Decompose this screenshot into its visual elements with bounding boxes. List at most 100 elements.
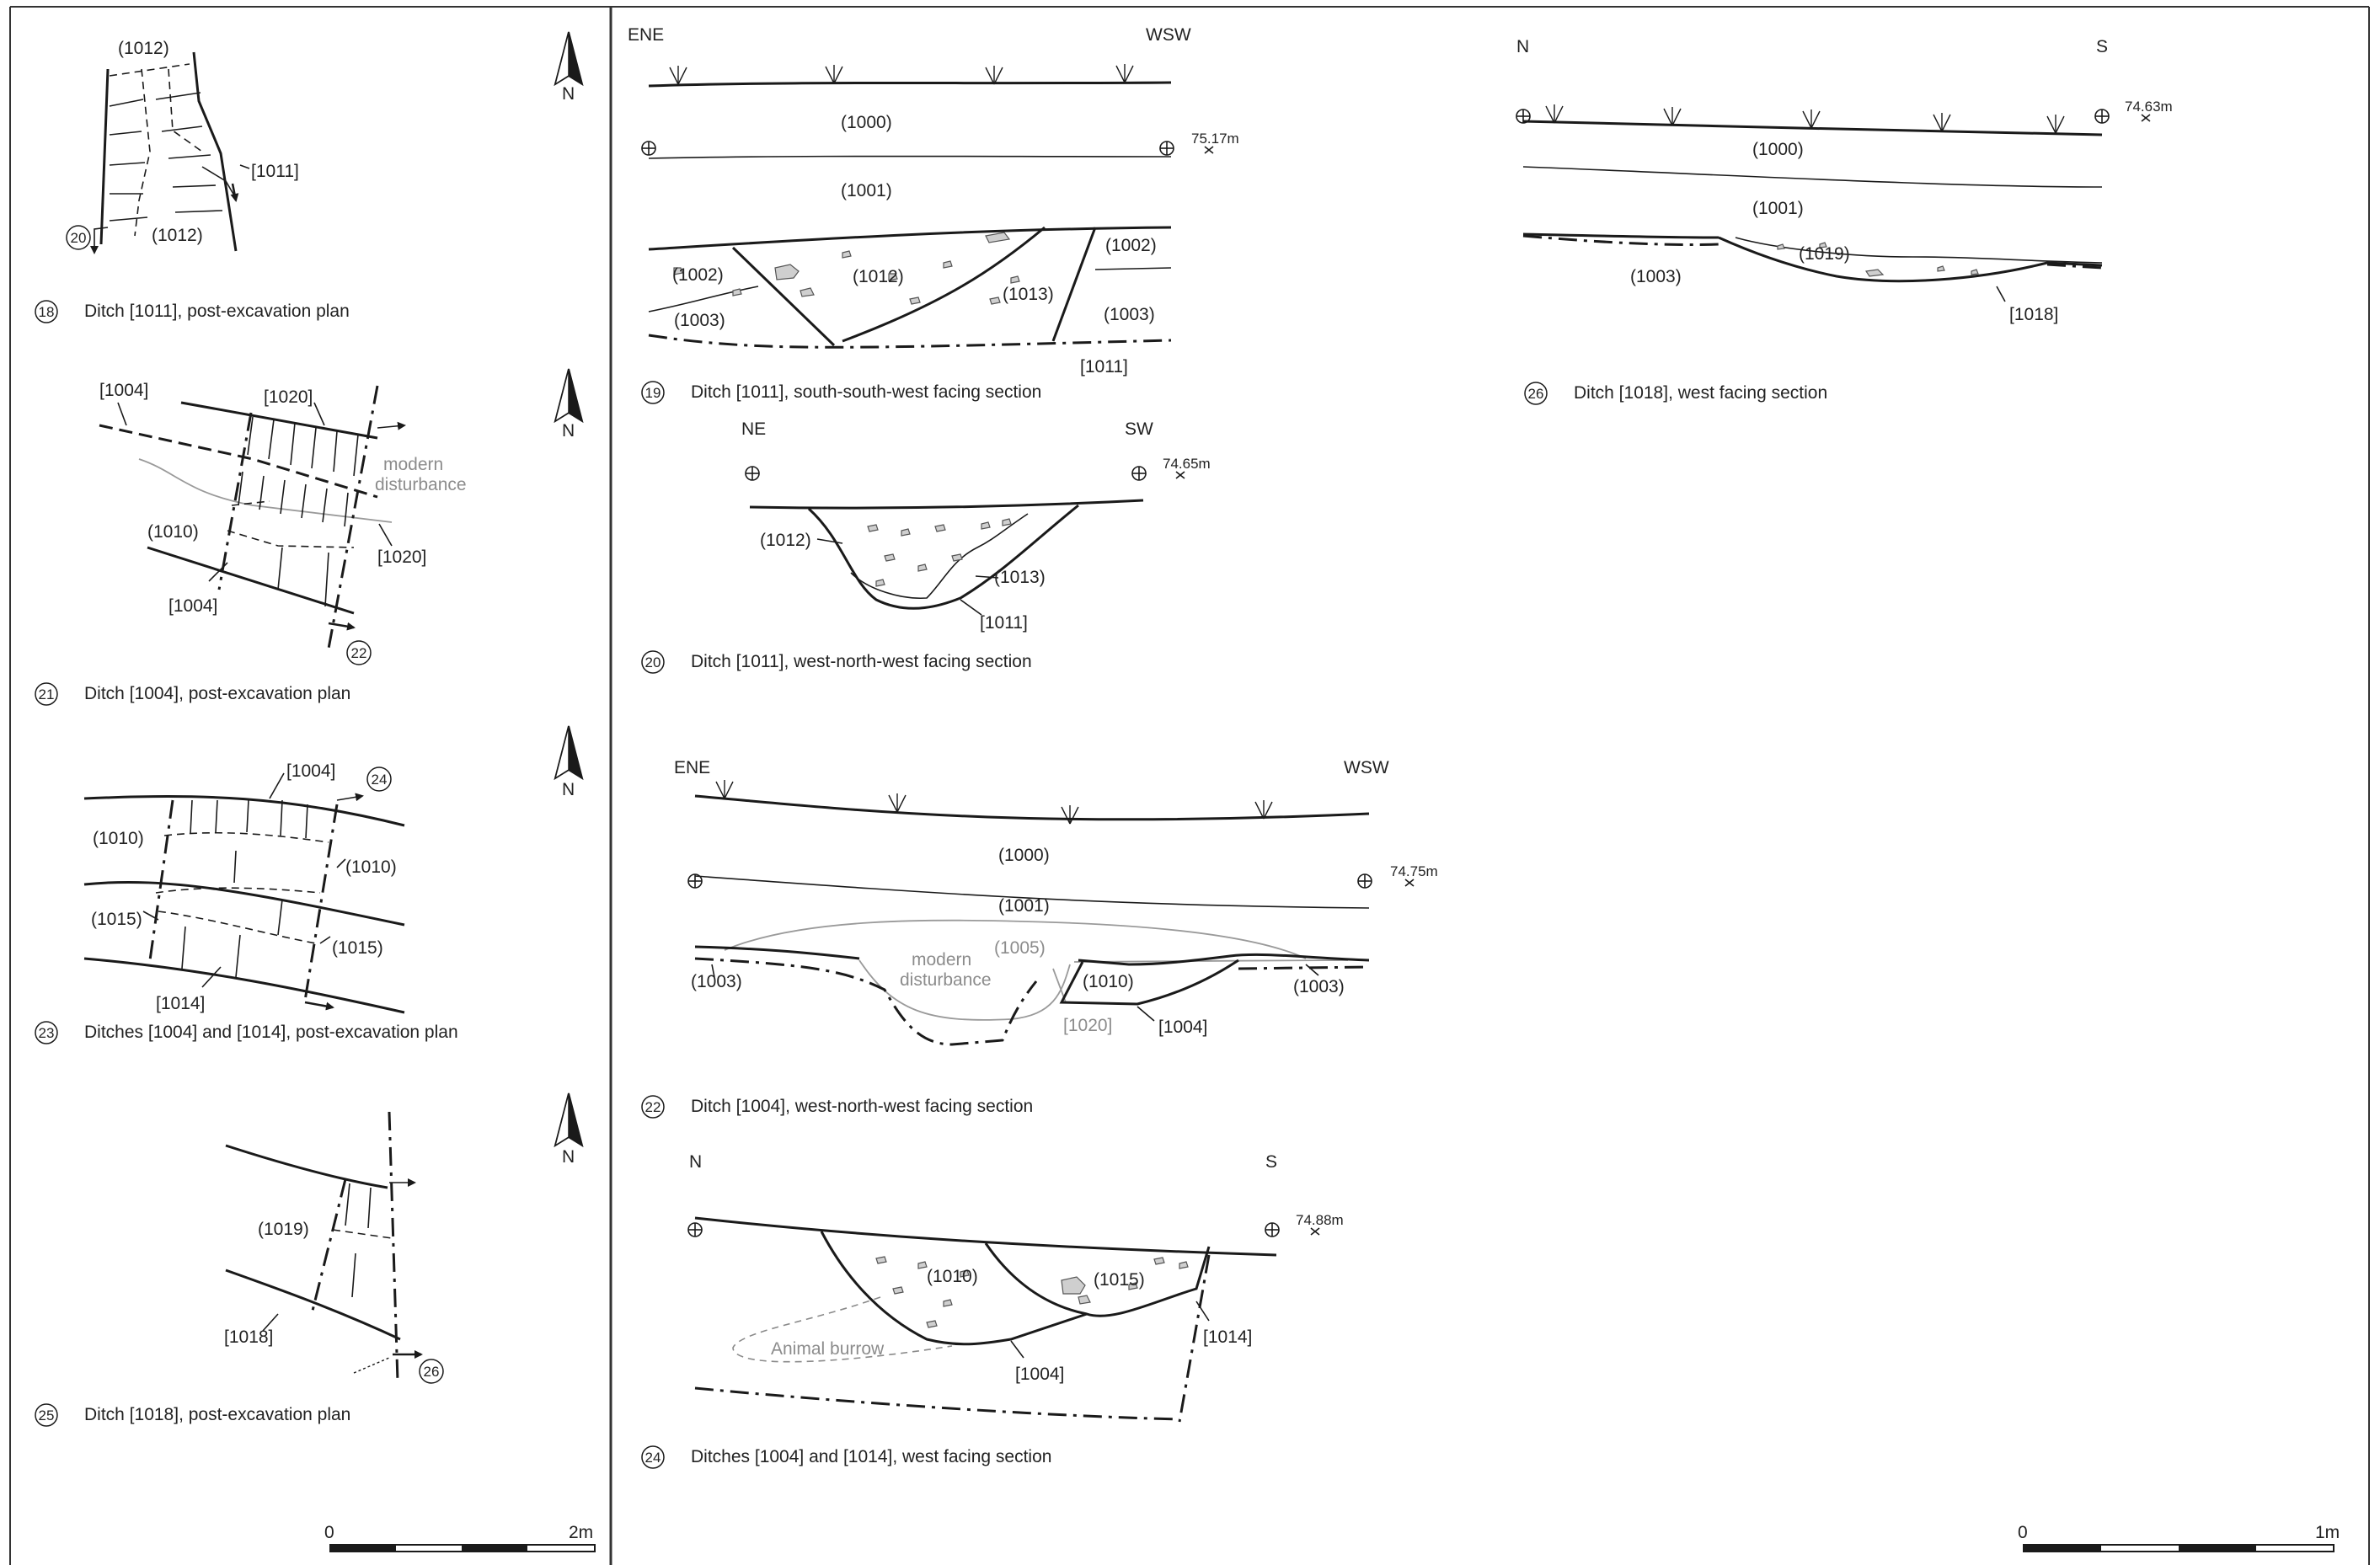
plan-25: (1019) [1018] 26 25 Ditch [1018], post-e…	[35, 1092, 583, 1427]
s19-label-1012: (1012)	[853, 267, 904, 286]
s24-number: 24	[645, 1450, 661, 1466]
s20-number: 20	[645, 654, 661, 670]
s24-right: S	[1265, 1152, 1277, 1172]
s20-level: 74.65m	[1163, 456, 1211, 472]
s19-level: 75.17m	[1191, 131, 1239, 147]
s22-right: WSW	[1344, 758, 1389, 777]
s24-label-1010: (1010)	[927, 1267, 978, 1286]
plan25-label-1018: [1018]	[224, 1327, 273, 1347]
section-scale-start: 0	[2018, 1523, 2028, 1542]
plan-23: [1004] (1010) (1010) (1015) (1015) [1014…	[35, 725, 583, 1044]
s24-label-1015: (1015)	[1094, 1270, 1145, 1290]
s19-label-1000: (1000)	[841, 113, 892, 132]
section-22: ENE WSW 74.75m (1005) (1000) (1001) mode…	[641, 758, 1438, 1119]
plan18-label-1011: [1011]	[251, 162, 299, 181]
s22-number: 22	[645, 1099, 661, 1115]
s26-level: 74.63m	[2125, 99, 2173, 115]
section-20: NE SW 74.65m (1012) (1013) [1011] 20 Dit…	[641, 419, 1211, 674]
plan-scale-bar: 0 2m	[324, 1523, 596, 1552]
section-24: N S 74.88m (1010) (1015) Animal burrow […	[641, 1152, 1344, 1469]
plan18-caption: Ditch [1011], post-excavation plan	[84, 302, 350, 321]
s19-label-1002b: (1002)	[672, 265, 724, 285]
plan18-label-1012a: (1012)	[118, 39, 169, 58]
s20-label-1013: (1013)	[994, 568, 1046, 587]
plan25-caption: Ditch [1018], post-excavation plan	[84, 1405, 350, 1424]
plan23-label-1015b: (1015)	[332, 938, 383, 958]
s22-label-modern: modern	[912, 950, 971, 969]
plan18-label-1012b: (1012)	[152, 226, 203, 245]
s22-level: 74.75m	[1390, 863, 1438, 879]
north-label-4: N	[562, 1147, 575, 1167]
s24-caption: Ditches [1004] and [1014], west facing s…	[691, 1447, 1051, 1466]
plan21-label-1010: (1010)	[147, 522, 199, 542]
plan18-ref: 20	[71, 230, 87, 246]
s20-left: NE	[741, 419, 766, 439]
plan-21: [1004] [1020] modern disturbance (1010) …	[35, 368, 583, 706]
plan23-number: 23	[39, 1025, 55, 1041]
plan21-ref: 22	[351, 645, 367, 661]
s19-label-1003a: (1003)	[674, 311, 725, 330]
plan21-number: 21	[39, 686, 55, 702]
s26-label-1019: (1019)	[1799, 244, 1850, 264]
plan-scale-end: 2m	[569, 1523, 593, 1542]
plan23-caption: Ditches [1004] and [1014], post-excavati…	[84, 1023, 458, 1042]
s22-label-disturbance: disturbance	[900, 970, 992, 990]
plan25-label-1019: (1019)	[258, 1220, 309, 1239]
s26-label-1001: (1001)	[1752, 199, 1804, 218]
plan-18: (1012) [1011] (1012) 20 18 Ditch [1011],…	[35, 31, 583, 323]
s26-label-1000: (1000)	[1752, 140, 1804, 159]
s24-level: 74.88m	[1296, 1212, 1344, 1228]
s22-label-1001: (1001)	[998, 896, 1050, 916]
section-19: ENE WSW 75.17m (1000) (1001) (1002) (100…	[628, 25, 1239, 404]
s20-label-1012: (1012)	[760, 531, 811, 550]
plan21-label-disturbance: disturbance	[375, 475, 467, 494]
s26-label-1003: (1003)	[1630, 267, 1682, 286]
s22-label-1003a: (1003)	[691, 972, 742, 991]
s22-label-1005: (1005)	[994, 938, 1046, 958]
s26-label-1018: [1018]	[2009, 305, 2058, 324]
s24-label-1014: [1014]	[1203, 1327, 1252, 1347]
s22-label-1000: (1000)	[998, 846, 1050, 865]
plan23-label-1004: [1004]	[286, 761, 335, 781]
s22-left: ENE	[674, 758, 710, 777]
s19-caption: Ditch [1011], south-south-west facing se…	[691, 382, 1041, 402]
plan21-label-1020a: [1020]	[264, 387, 313, 407]
s20-caption: Ditch [1011], west-north-west facing sec…	[691, 652, 1032, 671]
section-scale-bar: 0 1m	[2018, 1523, 2340, 1552]
plan23-label-1015a: (1015)	[91, 910, 142, 929]
plan21-label-1004b: [1004]	[168, 596, 217, 616]
s19-label-1002a: (1002)	[1105, 236, 1157, 255]
plan21-label-1020b: [1020]	[377, 547, 426, 567]
plan18-number: 18	[39, 304, 55, 320]
plan-scale-start: 0	[324, 1523, 334, 1542]
s19-right: WSW	[1146, 25, 1191, 45]
s26-number: 26	[1528, 386, 1544, 402]
s22-label-1004: [1004]	[1158, 1018, 1207, 1037]
s20-label-1011: [1011]	[980, 613, 1028, 633]
s20-right: SW	[1125, 419, 1153, 439]
plan21-caption: Ditch [1004], post-excavation plan	[84, 684, 350, 703]
s19-label-1003b: (1003)	[1104, 305, 1155, 324]
s24-left: N	[689, 1152, 702, 1172]
s22-caption: Ditch [1004], west-north-west facing sec…	[691, 1097, 1033, 1116]
s22-label-1010: (1010)	[1083, 972, 1134, 991]
plan25-ref: 26	[424, 1364, 440, 1380]
s19-label-1013: (1013)	[1003, 285, 1054, 304]
s24-label-burrow: Animal burrow	[771, 1339, 885, 1359]
s22-label-1020: [1020]	[1063, 1016, 1112, 1035]
s26-left: N	[1516, 37, 1529, 56]
plan21-label-1004a: [1004]	[99, 381, 148, 400]
plan23-label-1010a: (1010)	[93, 829, 144, 848]
s19-left: ENE	[628, 25, 664, 45]
plan23-ref: 24	[372, 772, 388, 788]
section-scale-end: 1m	[2315, 1523, 2340, 1542]
s26-right: S	[2096, 37, 2108, 56]
s24-label-1004: [1004]	[1015, 1365, 1064, 1384]
plan23-label-1010b: (1010)	[345, 857, 397, 877]
north-label-2: N	[562, 421, 575, 441]
plan23-label-1014: [1014]	[156, 994, 205, 1013]
plan25-number: 25	[39, 1407, 55, 1423]
s19-label-1011: [1011]	[1080, 357, 1128, 377]
